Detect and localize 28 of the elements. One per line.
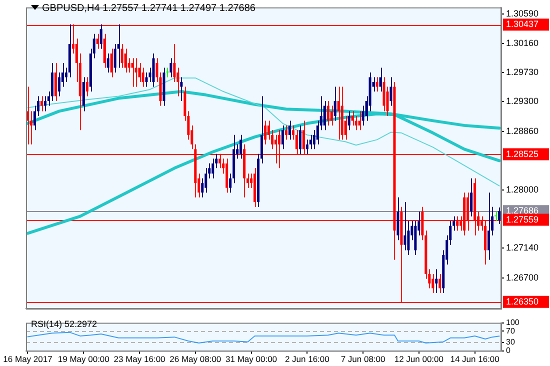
- y-tick-label: 1.29730: [506, 67, 539, 78]
- ref-line-label: 1.30437: [506, 19, 539, 30]
- y-tick-label: 1.30590: [506, 8, 539, 19]
- x-tick-label: 16 May 2017: [3, 354, 53, 364]
- y-tick-label: 1.28860: [506, 126, 539, 136]
- y-tick-label: 30: [506, 338, 516, 347]
- ref-line-label: 1.27686: [506, 206, 539, 216]
- x-tick-label: 12 Jun 00:00: [394, 354, 444, 364]
- y-tick-label: 1.26700: [506, 272, 539, 283]
- chart-title: GBPUSD,H4 1.27557 1.27741 1.27497 1.27686: [42, 3, 256, 14]
- y-tick-label: 70: [506, 326, 516, 336]
- ref-line-label: 1.27559: [506, 214, 539, 224]
- y-tick-label: 100: [506, 318, 520, 328]
- ref-line-label: 1.28525: [506, 148, 539, 159]
- x-tick-label: 14 Jun 16:00: [450, 354, 500, 364]
- y-tick-label: 1.28000: [506, 184, 539, 194]
- chart-title: RSI(14) 52.2972: [31, 319, 98, 330]
- y-tick-label: 1.30160: [506, 38, 539, 48]
- x-tick-label: 26 May 08:00: [170, 354, 222, 364]
- x-tick-label: 19 May 00:00: [58, 354, 110, 364]
- x-tick-label: 7 Jun 08:00: [340, 354, 386, 364]
- y-tick-label: 1.29300: [506, 96, 539, 106]
- x-tick-label: 2 Jun 16:00: [284, 354, 330, 364]
- x-tick-label: 31 May 00:00: [226, 354, 278, 364]
- x-tick-label: 23 May 16:00: [114, 354, 166, 364]
- y-tick-label: 1.27140: [506, 242, 539, 253]
- ref-line-label: 1.26350: [506, 296, 539, 306]
- y-tick-label: 0: [506, 346, 511, 356]
